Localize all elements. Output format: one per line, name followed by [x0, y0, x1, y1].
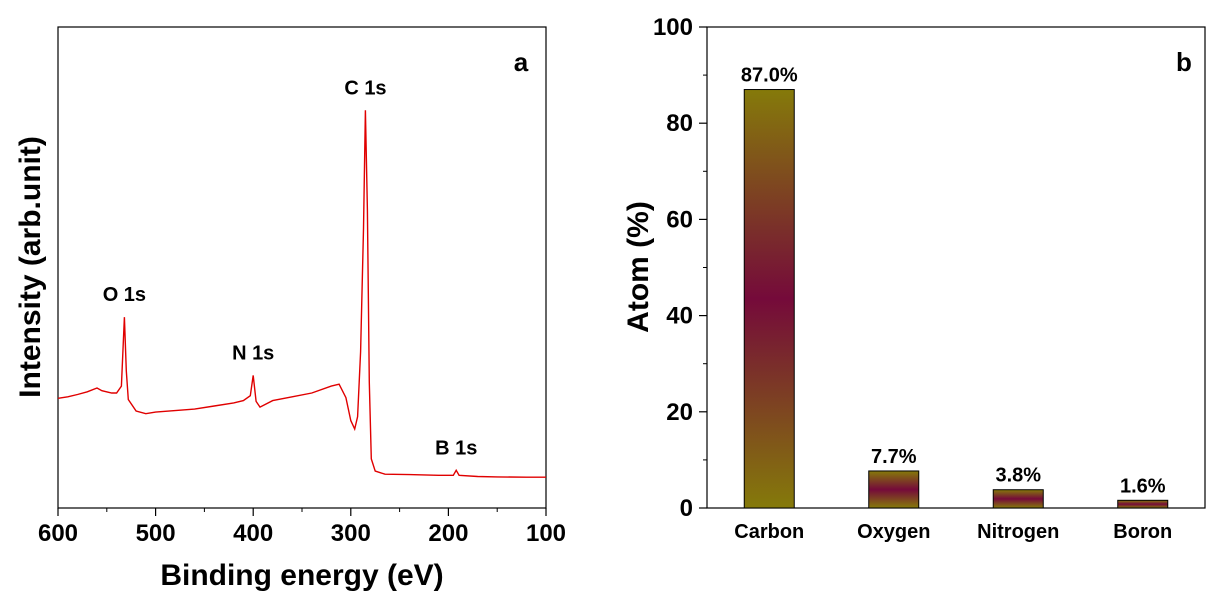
xps-x-tick-label: 500 — [136, 520, 176, 547]
peak-label: C 1s — [344, 77, 386, 99]
bar-value-label: 3.8% — [995, 465, 1041, 487]
bar-y-tick-label: 20 — [666, 399, 693, 426]
bar-boron — [1117, 499, 1169, 509]
bar-value-label: 7.7% — [871, 446, 917, 468]
xps-plot-frame — [57, 26, 547, 509]
peak-label: N 1s — [232, 342, 274, 364]
bar-y-tick-label: 100 — [653, 14, 693, 41]
xps-x-axis-title: Binding energy (eV) — [160, 559, 443, 592]
xps-survey-chart: 600 500 400 300 200 100 C 1s O 1s N 1s B 1s a Bi… — [14, 26, 566, 592]
bar-y-tick-label: 40 — [666, 303, 693, 330]
xps-x-tick-label: 100 — [526, 520, 566, 547]
bar-y-tick-label: 80 — [666, 110, 693, 137]
xps-spectrum-line — [57, 110, 546, 478]
atom-percent-chart: 0 20 40 60 80 100 87.0% Carbon 7.7% Oxygen 3.8% Ni… — [622, 14, 1206, 543]
bar-category-label: Boron — [1113, 521, 1172, 543]
xps-x-tick-label: 200 — [428, 520, 468, 547]
bar-category-label: Oxygen — [857, 521, 930, 543]
bar-y-tick-label: 0 — [680, 495, 693, 522]
peak-label: O 1s — [103, 284, 146, 306]
peak-label: B 1s — [435, 437, 477, 459]
bar-category-label: Nitrogen — [977, 521, 1059, 543]
bar-category-label: Carbon — [734, 521, 804, 543]
bar-y-tick-label: 60 — [666, 206, 693, 233]
xps-y-axis-title: Intensity (arb.unit) — [14, 136, 47, 398]
xps-x-tick-label: 600 — [38, 520, 78, 547]
xps-x-tick-label: 300 — [331, 520, 371, 547]
bar-value-label: 87.0% — [741, 65, 798, 87]
bar-carbon — [743, 89, 795, 509]
xps-x-tick-label: 400 — [233, 520, 273, 547]
bar-oxygen — [868, 470, 920, 509]
bar-value-label: 1.6% — [1120, 475, 1166, 497]
panel-label-a: a — [514, 47, 529, 77]
bar-nitrogen — [992, 489, 1044, 509]
panel-label-b: b — [1176, 47, 1192, 77]
bar-y-axis-title: Atom (%) — [622, 201, 655, 333]
